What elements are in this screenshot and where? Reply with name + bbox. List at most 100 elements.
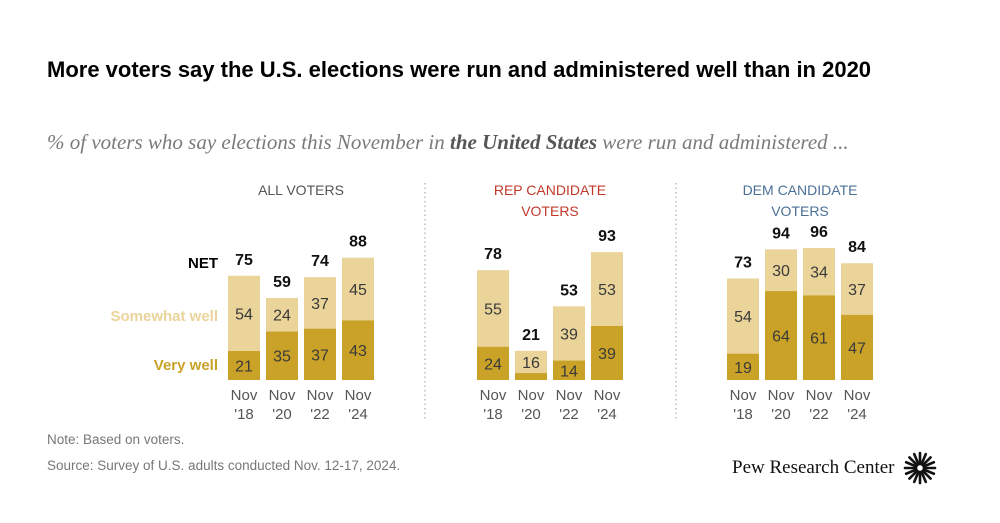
bar-somewhat-well bbox=[727, 278, 759, 354]
label-net: 78 bbox=[484, 246, 502, 263]
x-tick-month: Nov bbox=[556, 387, 583, 404]
x-tick-year: '18 bbox=[733, 406, 753, 423]
chart-title: More voters say the U.S. elections were … bbox=[47, 57, 872, 82]
x-tick-year: '22 bbox=[310, 406, 330, 423]
bar-very-well bbox=[765, 291, 797, 380]
x-tick-month: Nov bbox=[480, 387, 507, 404]
label-net: 21 bbox=[522, 327, 540, 344]
label-very-well: 64 bbox=[772, 329, 790, 346]
x-tick-month: Nov bbox=[844, 387, 871, 404]
bar-somewhat-well bbox=[765, 249, 797, 292]
x-tick-year: '22 bbox=[559, 406, 579, 423]
x-tick-month: Nov bbox=[806, 387, 833, 404]
label-very-well: 21 bbox=[235, 358, 253, 375]
label-somewhat-well: 37 bbox=[848, 282, 866, 299]
bar-very-well bbox=[841, 314, 873, 380]
label-net: 93 bbox=[598, 228, 616, 245]
x-tick-month: Nov bbox=[345, 387, 372, 404]
sunburst-ray bbox=[921, 469, 932, 480]
label-net: 75 bbox=[235, 252, 253, 269]
bar-somewhat-well bbox=[342, 257, 374, 321]
sunburst-ray bbox=[907, 469, 918, 480]
sunburst-ray bbox=[921, 456, 932, 467]
bar-somewhat-well bbox=[228, 275, 260, 351]
x-tick-month: Nov bbox=[768, 387, 795, 404]
legend-somewhat-label: Somewhat well bbox=[110, 308, 218, 325]
label-very-well: 35 bbox=[273, 349, 291, 366]
panel-title-1-1: VOTERS bbox=[521, 203, 579, 219]
panel-title-2-0: DEM CANDIDATE bbox=[743, 182, 858, 198]
bar-somewhat-well bbox=[841, 263, 873, 315]
label-net: 73 bbox=[734, 255, 752, 272]
label-very-well: 43 bbox=[349, 343, 367, 360]
label-net: 59 bbox=[273, 274, 291, 291]
sunburst-ray bbox=[907, 456, 918, 467]
panel-title-0-0: ALL VOTERS bbox=[258, 182, 344, 198]
label-very-well: 39 bbox=[598, 346, 616, 363]
label-somewhat-well: 39 bbox=[560, 326, 578, 343]
x-tick-year: '24 bbox=[348, 406, 368, 423]
source-text: Source: Survey of U.S. adults conducted … bbox=[47, 458, 401, 473]
label-somewhat-well: 24 bbox=[273, 308, 291, 325]
label-very-well: 14 bbox=[560, 363, 578, 380]
x-tick-year: '18 bbox=[483, 406, 503, 423]
bar-very-well bbox=[228, 350, 260, 380]
sunburst-ray bbox=[904, 468, 918, 476]
bar-very-well bbox=[342, 320, 374, 380]
bar-very-well bbox=[553, 360, 585, 380]
bar-very-well bbox=[727, 353, 759, 380]
sunburst-ray bbox=[921, 460, 935, 468]
label-somewhat-well: 45 bbox=[349, 282, 367, 299]
bar-very-well bbox=[591, 325, 623, 380]
sunburst-ray bbox=[904, 460, 918, 468]
pew-sunburst-icon bbox=[903, 451, 936, 485]
x-tick-year: '20 bbox=[272, 406, 292, 423]
label-somewhat-well: 53 bbox=[598, 282, 616, 299]
label-net: 88 bbox=[349, 234, 367, 251]
bar-very-well bbox=[266, 331, 298, 380]
label-net: 94 bbox=[772, 225, 790, 242]
x-tick-month: Nov bbox=[730, 387, 757, 404]
x-tick-month: Nov bbox=[307, 387, 334, 404]
bar-very-well bbox=[477, 346, 509, 380]
x-tick-month: Nov bbox=[594, 387, 621, 404]
label-very-well: 47 bbox=[848, 340, 866, 357]
bar-somewhat-well bbox=[803, 247, 835, 296]
subtitle-before: % of voters who say elections this Novem… bbox=[47, 130, 451, 154]
bar-somewhat-well bbox=[591, 252, 623, 326]
brand-name: Pew Research Center bbox=[732, 457, 895, 478]
label-net: 84 bbox=[848, 239, 866, 256]
label-somewhat-well: 30 bbox=[772, 263, 790, 280]
legend-very-label: Very well bbox=[154, 357, 218, 374]
sunburst-ray bbox=[921, 468, 935, 476]
bar-somewhat-well bbox=[553, 306, 585, 361]
x-tick-year: '24 bbox=[597, 406, 617, 423]
bar-very-well bbox=[803, 295, 835, 380]
panel-title-1-0: REP CANDIDATE bbox=[494, 182, 606, 198]
label-somewhat-well: 37 bbox=[311, 296, 329, 313]
sunburst-ray bbox=[919, 470, 927, 484]
sunburst-ray bbox=[912, 470, 920, 484]
label-very-well: 61 bbox=[810, 331, 828, 348]
x-tick-year: '20 bbox=[521, 406, 541, 423]
label-very-well: 37 bbox=[311, 347, 329, 364]
sunburst-ray bbox=[919, 452, 927, 466]
label-net: 96 bbox=[810, 224, 828, 241]
label-very-well: 19 bbox=[734, 360, 752, 377]
sunburst-ray bbox=[912, 452, 920, 466]
label-somewhat-well: 16 bbox=[522, 355, 540, 372]
label-net: 53 bbox=[560, 282, 578, 299]
bar-somewhat-well bbox=[477, 270, 509, 347]
bar-somewhat-well bbox=[266, 297, 298, 332]
bar-somewhat-well bbox=[515, 350, 547, 374]
label-very-well: 24 bbox=[484, 356, 502, 373]
label-somewhat-well: 54 bbox=[235, 306, 253, 323]
chart-subtitle: % of voters who say elections this Novem… bbox=[47, 128, 907, 157]
x-tick-month: Nov bbox=[518, 387, 545, 404]
note-text: Note: Based on voters. bbox=[47, 432, 185, 447]
x-tick-year: '24 bbox=[847, 406, 867, 423]
x-tick-month: Nov bbox=[231, 387, 258, 404]
panel-title-2-1: VOTERS bbox=[771, 203, 829, 219]
subtitle-after: were run and administered ... bbox=[597, 130, 849, 154]
